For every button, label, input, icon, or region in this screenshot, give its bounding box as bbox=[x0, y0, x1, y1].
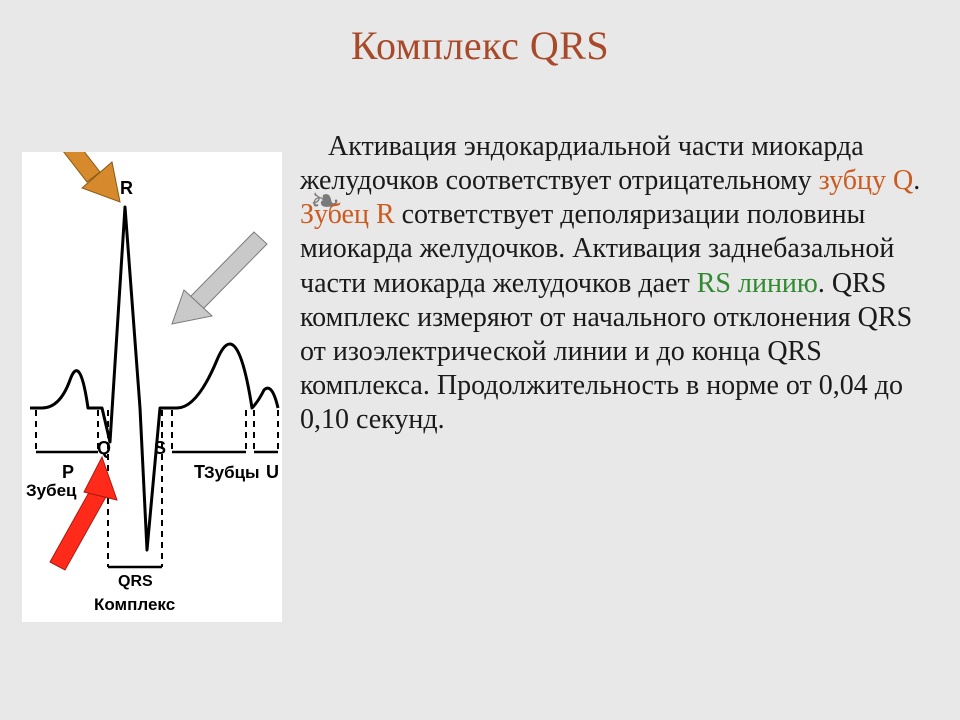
highlight-rs: RS линию bbox=[697, 268, 818, 299]
highlight-r: Зубец R bbox=[300, 199, 395, 230]
body-paragraph: Активация эндокардиальной части миокарда… bbox=[300, 130, 940, 437]
slide: Комплекс QRS ❧ RQSPTUЗубецЗубцыQRSКомпле… bbox=[0, 0, 960, 720]
body-t1: . bbox=[913, 165, 920, 196]
ecg-diagram: RQSPTUЗубецЗубцыQRSКомплекс bbox=[22, 152, 282, 622]
svg-text:Q: Q bbox=[97, 438, 111, 458]
body-t0: Активация эндокардиальной части миокарда… bbox=[300, 131, 864, 196]
svg-text:QRS: QRS bbox=[118, 573, 153, 590]
ecg-svg: RQSPTUЗубецЗубцыQRSКомплекс bbox=[22, 152, 282, 622]
svg-text:Зубец: Зубец bbox=[26, 481, 77, 500]
svg-text:R: R bbox=[120, 178, 133, 198]
svg-text:P: P bbox=[62, 462, 74, 482]
svg-text:U: U bbox=[266, 462, 279, 482]
svg-text:Зубцы: Зубцы bbox=[204, 463, 260, 482]
svg-text:S: S bbox=[154, 438, 166, 458]
svg-text:Комплекс: Комплекс bbox=[94, 595, 175, 614]
highlight-q: зубцу Q bbox=[819, 165, 914, 196]
slide-title: Комплекс QRS bbox=[0, 22, 960, 69]
